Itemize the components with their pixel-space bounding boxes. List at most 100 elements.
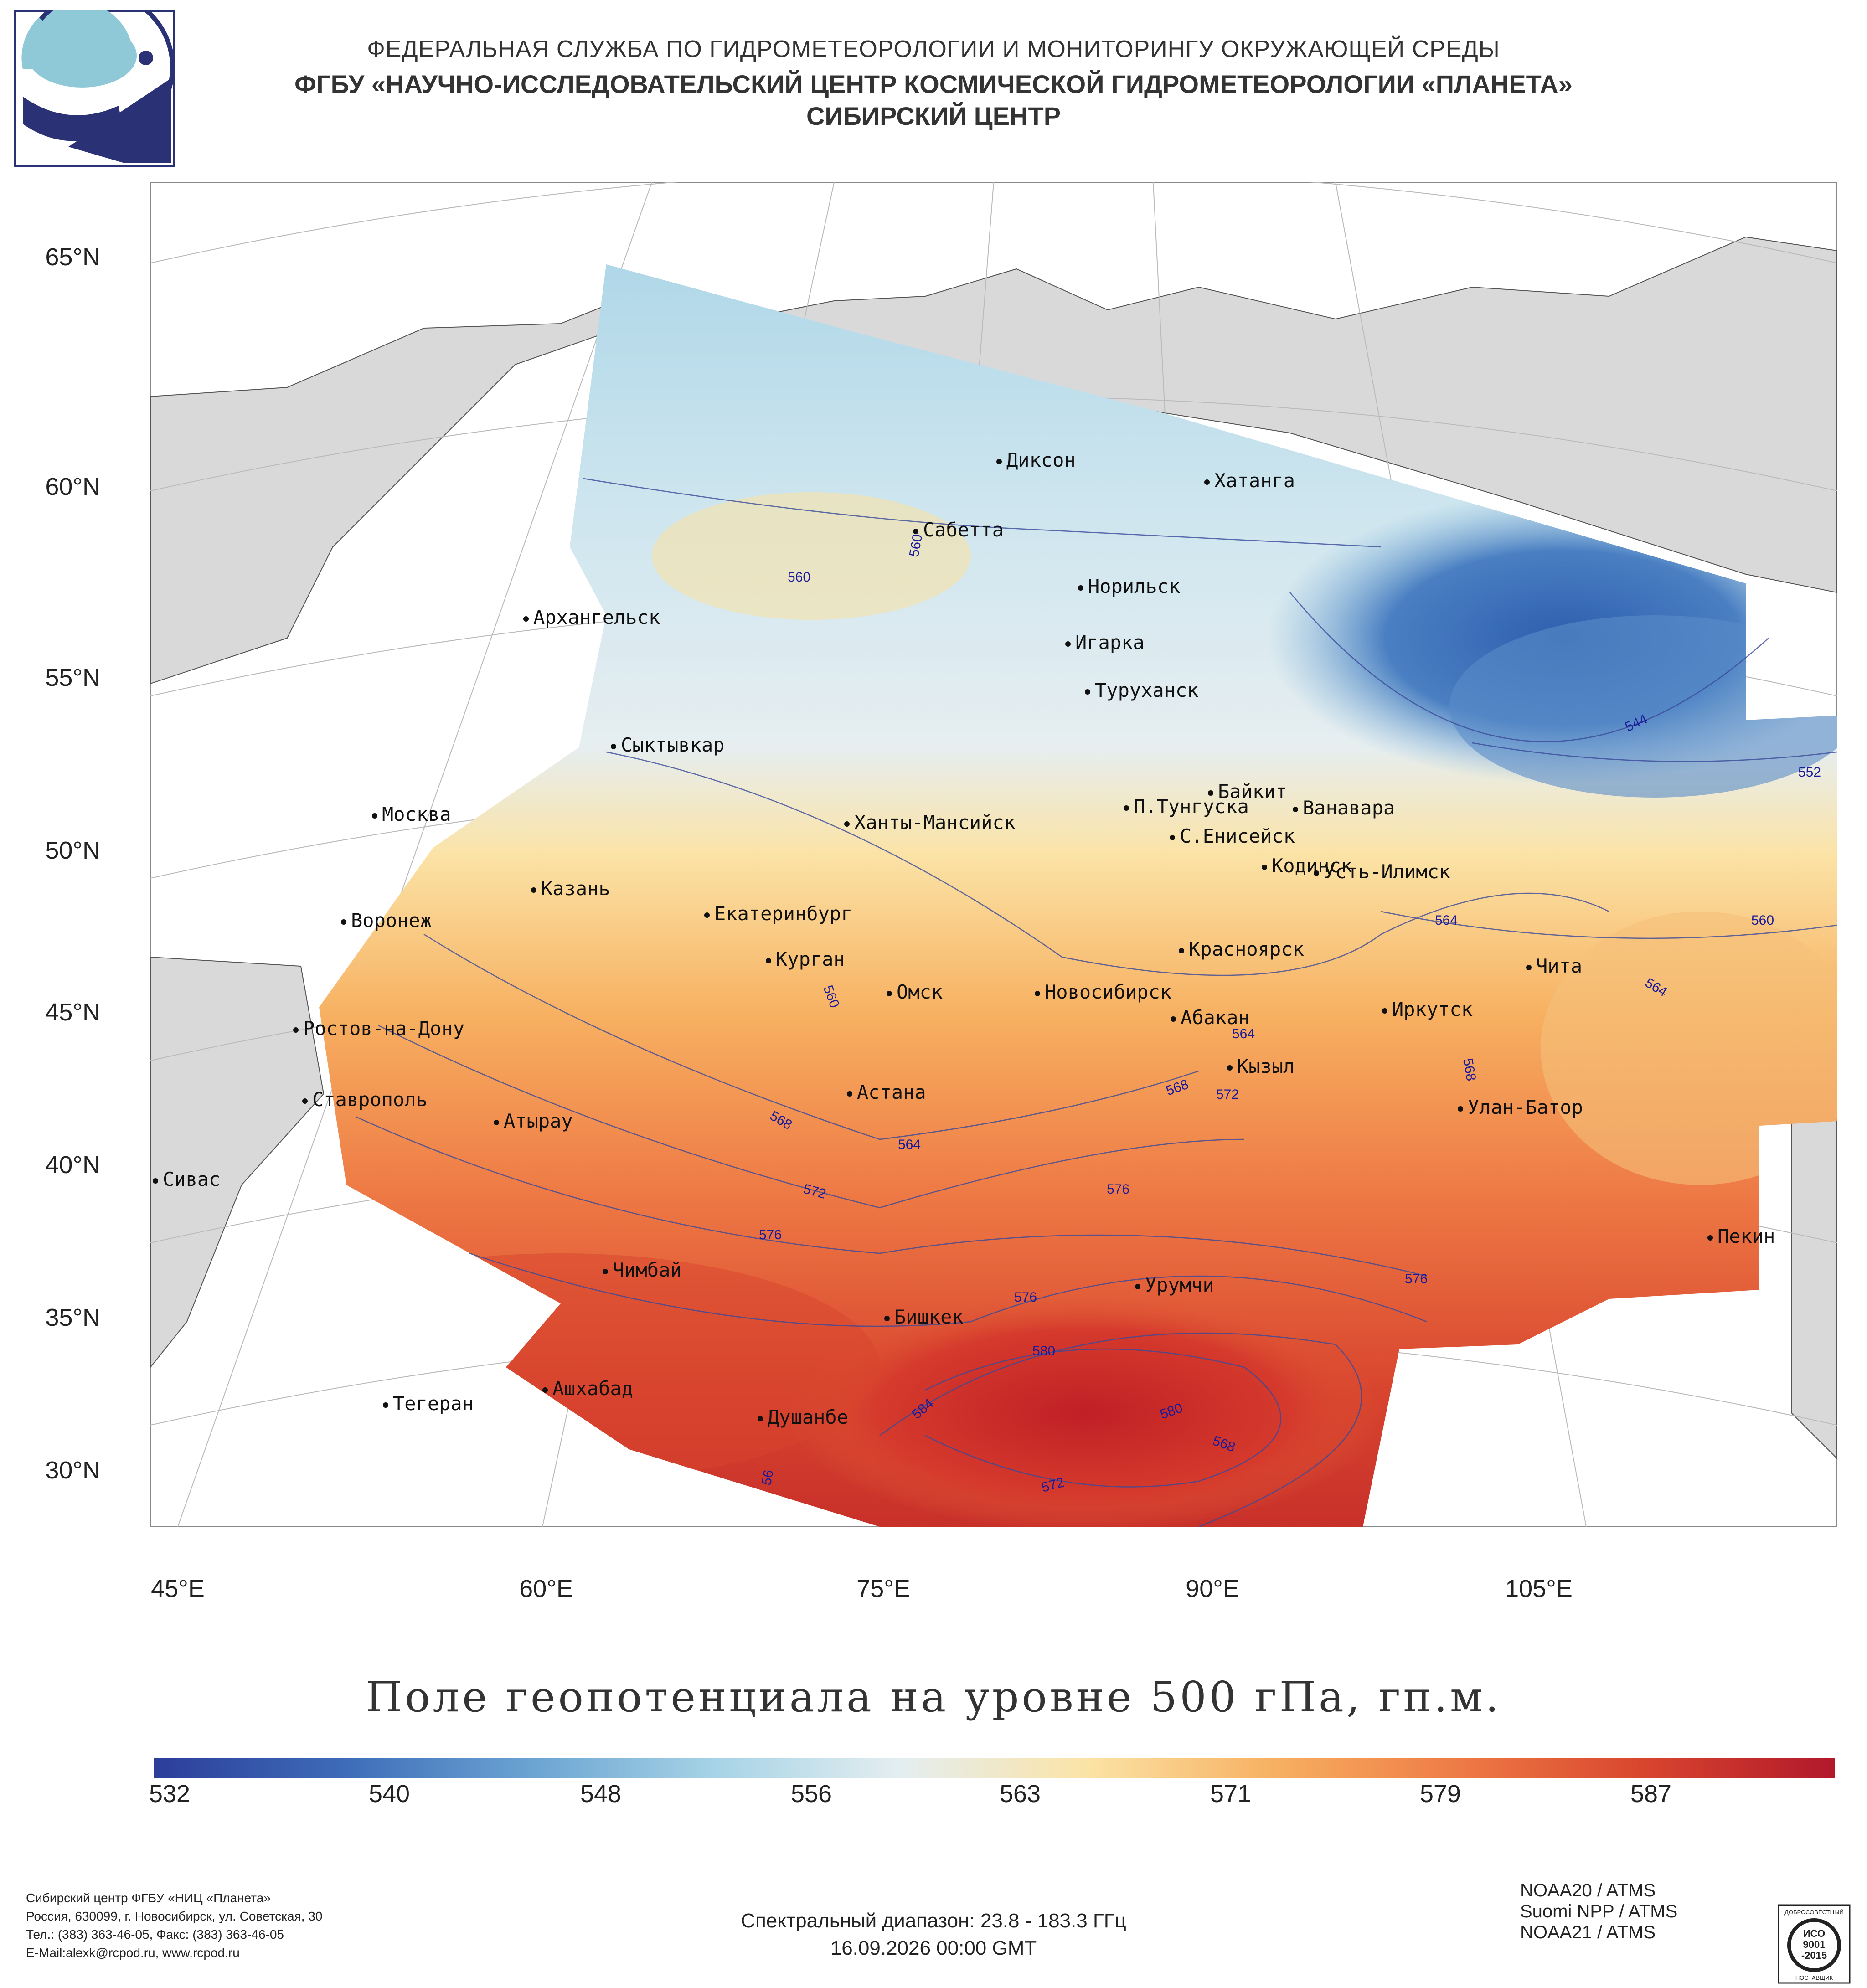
map-title: Поле геопотенциала на уровне 500 гПа, гп… (366, 1673, 1501, 1721)
city-marker: Пекин (1707, 1225, 1775, 1247)
lon-label-60: 60°E (519, 1575, 573, 1602)
observation-datetime: 16.09.2026 00:00 GMT (830, 1937, 1037, 1959)
city-dot (302, 1098, 308, 1104)
geopotential-map (150, 182, 1837, 1527)
city-dot (884, 1315, 890, 1321)
contour-label: 564 (1232, 1026, 1255, 1041)
city-marker: Кодинск (1262, 855, 1352, 877)
city-dot (758, 1416, 763, 1421)
city-marker: Душанбе (758, 1406, 848, 1428)
lon-label-90: 90°E (1186, 1575, 1239, 1602)
satellite-item: Suomi NPP / ATMS (1520, 1901, 1678, 1921)
city-dot (611, 743, 616, 749)
colorbar-tick: 540 (368, 1780, 410, 1808)
city-dot (1171, 1016, 1176, 1022)
colorbar-tick: 587 (1630, 1780, 1672, 1808)
colorbar-tick: 548 (580, 1780, 622, 1808)
contour-label: 572 (1216, 1087, 1239, 1102)
lon-label-75: 75°E (856, 1575, 910, 1602)
city-dot (1314, 870, 1319, 876)
city-dot (1124, 805, 1129, 811)
city-label: С.Енисейск (1180, 825, 1295, 847)
city-dot (704, 912, 710, 918)
city-label: Диксон (1006, 449, 1076, 471)
satellite-item: NOAA21 / ATMS (1520, 1922, 1656, 1942)
spectral-range: Спектральный диапазон: 23.8 - 183.3 ГГц (741, 1910, 1126, 1932)
city-marker: Иркутск (1382, 998, 1473, 1020)
contour-label: 576 (759, 1227, 782, 1242)
city-marker: Улан-Батор (1458, 1096, 1583, 1118)
city-marker: Хатанга (1204, 469, 1295, 492)
city-dot (1035, 990, 1040, 996)
city-marker: Тегеран (383, 1392, 474, 1415)
city-marker: Ханты-Мансийск (844, 811, 1016, 834)
city-marker: Москва (372, 803, 451, 825)
city-dot (1382, 1008, 1387, 1014)
colorbar-tick: 532 (149, 1780, 191, 1808)
city-marker: Чимбай (603, 1259, 682, 1281)
city-label: Кодинск (1272, 855, 1353, 877)
city-label: Норильск (1088, 575, 1181, 597)
city-dot (531, 887, 536, 893)
city-marker: Диксон (996, 449, 1076, 471)
lat-label-30: 30°N (45, 1457, 100, 1484)
city-dot (1293, 806, 1298, 812)
city-dot (1179, 948, 1184, 953)
lat-label-45: 45°N (45, 999, 100, 1026)
city-marker: Игарка (1065, 631, 1145, 654)
city-label: Ставрополь (312, 1088, 428, 1111)
city-dot (383, 1402, 388, 1408)
city-dot (603, 1268, 608, 1274)
lat-label-35: 35°N (45, 1304, 100, 1331)
city-label: Ашхабад (552, 1377, 634, 1400)
contour-label: 576 (1014, 1290, 1037, 1305)
city-label: Ванавара (1303, 797, 1395, 819)
lat-label-55: 55°N (45, 664, 100, 691)
lon-label-105: 105°E (1505, 1575, 1573, 1602)
contour-label: 580 (1032, 1344, 1056, 1359)
city-marker: Астана (847, 1081, 926, 1103)
city-marker: Омск (887, 981, 943, 1003)
city-label: Хатанга (1214, 469, 1295, 492)
city-label: Воронеж (351, 909, 432, 932)
city-dot (293, 1027, 299, 1033)
header-agency: ФЕДЕРАЛЬНАЯ СЛУЖБА ПО ГИДРОМЕТЕОРОЛОГИИ … (367, 36, 1500, 62)
address-line: Россия, 630099, г. Новосибирск, ул. Сове… (26, 1909, 323, 1923)
city-dot (766, 958, 771, 963)
city-label: П.Тунгуска (1134, 795, 1249, 818)
city-dot (844, 821, 850, 827)
city-marker: Новосибирск (1035, 981, 1171, 1003)
iso-seal-bottom-text: ПОСТАВЩИК (1795, 1974, 1833, 1981)
city-dot (996, 458, 1002, 464)
contour-label: 576 (1405, 1272, 1428, 1287)
footer-info: Спектральный диапазон: 23.8 - 183.3 ГГц … (0, 1907, 1867, 1962)
city-label: Урумчи (1145, 1274, 1214, 1296)
city-label: Бишкек (894, 1306, 964, 1328)
city-dot (1085, 689, 1090, 695)
city-label: Улан-Батор (1468, 1096, 1583, 1118)
city-marker: Ставрополь (302, 1088, 428, 1111)
lat-label-50: 50°N (45, 837, 100, 864)
city-label: Екатеринбург (714, 902, 853, 925)
city-marker: Сабетта (913, 519, 1004, 541)
city-label: Сыктывкар (621, 734, 725, 756)
city-marker: П.Тунгуска (1124, 795, 1249, 818)
city-marker: Ростов-на-Дону (293, 1017, 464, 1040)
lat-label-65: 65°N (45, 243, 100, 271)
city-label: Чита (1536, 955, 1583, 977)
city-marker: Усть-Илимск (1314, 860, 1450, 883)
city-label: Тегеран (393, 1392, 474, 1415)
city-marker: Атырау (494, 1110, 573, 1132)
city-dot (1170, 834, 1175, 840)
city-marker: Бишкек (884, 1306, 964, 1328)
city-dot (523, 616, 529, 622)
city-label: Иркутск (1392, 998, 1473, 1020)
city-dot (887, 990, 892, 996)
city-label: Новосибирск (1045, 981, 1172, 1003)
city-marker: Байкит (1208, 780, 1287, 803)
city-label: Абакан (1181, 1006, 1250, 1029)
city-label: Ростов-на-Дону (303, 1017, 465, 1040)
city-dot (1065, 641, 1071, 647)
contour-label: 576 (1107, 1182, 1130, 1197)
city-label: Душанбе (768, 1406, 849, 1428)
